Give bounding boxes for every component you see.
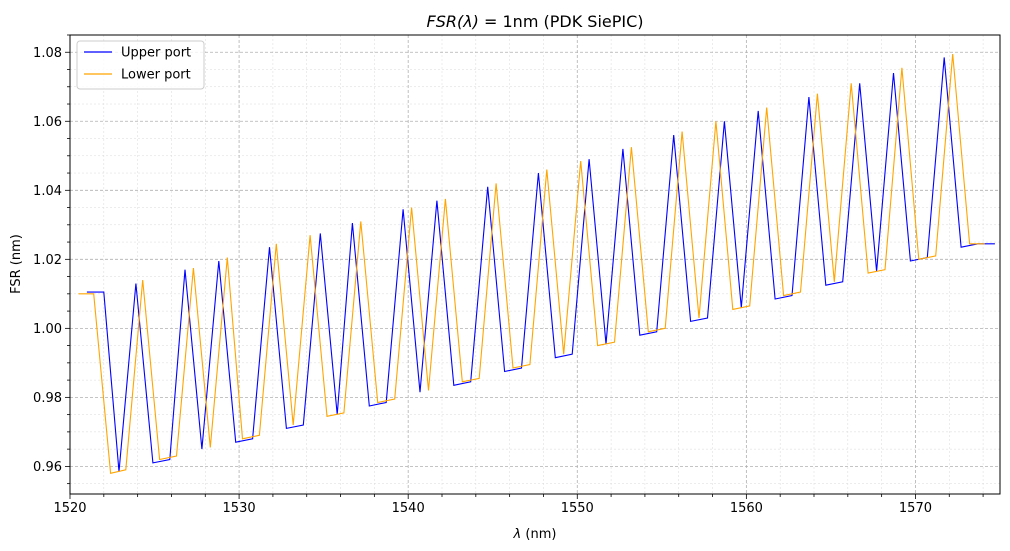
axis-ticks: 1520 1530 1540 1550 1560 1570 0.96 0.98 1.00 1.02… [33,34,984,516]
legend-label-upper-port: Upper port [121,46,191,61]
y-axis-label: FSR (nm) [9,234,24,294]
x-tick-label: 1520 [53,501,86,516]
y-tick-label: 0.96 [33,460,62,475]
x-tick-label: 1560 [730,501,763,516]
x-tick-label: 1550 [561,501,594,516]
x-axis-label: λ (nm) [513,527,557,542]
chart-title: FSR(λ) = 1nm (PDK SiePIC) [426,12,643,31]
legend-label-lower-port: Lower port [121,68,191,83]
legend: Upper port Lower port [76,40,205,90]
series-line-lower-port [78,53,985,474]
y-tick-label: 1.04 [33,184,62,199]
x-tick-label: 1570 [899,501,932,516]
legend-box [76,40,205,90]
y-tick-label: 1.06 [33,115,62,130]
y-tick-label: 1.00 [33,322,62,337]
y-tick-label: 1.02 [33,253,62,268]
y-tick-label: 0.98 [33,391,62,406]
series-line-upper-port [86,57,995,472]
x-tick-label: 1530 [223,501,256,516]
x-tick-label: 1540 [392,501,425,516]
series-lines [78,53,995,474]
plot-frame [69,34,1001,495]
y-tick-label: 1.08 [33,46,62,61]
